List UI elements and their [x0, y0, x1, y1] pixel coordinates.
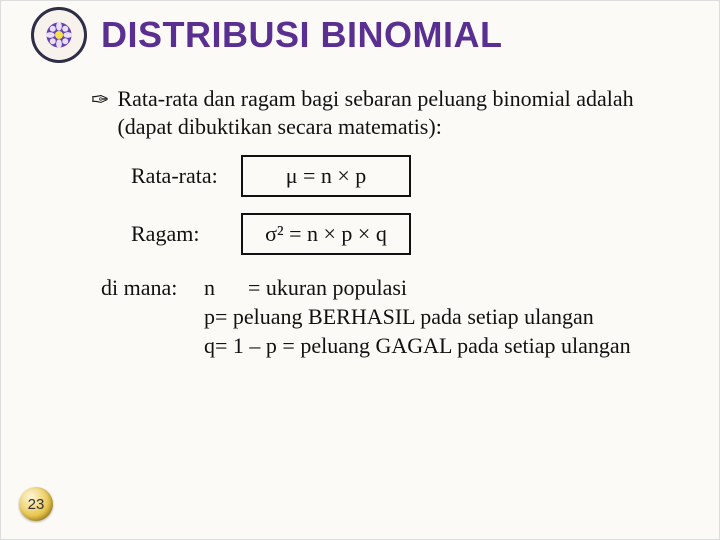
page-number-badge: 23 — [19, 487, 53, 521]
slide-title: DISTRIBUSI BINOMIAL — [101, 14, 503, 56]
bullet-icon: ✑ — [91, 86, 109, 114]
def-line: q= 1 – p = peluang GAGAL pada setiap ula… — [204, 331, 659, 360]
formula-label: Rata-rata: — [131, 163, 241, 189]
formula-box: μ = n × p — [241, 155, 411, 197]
page-number: 23 — [28, 496, 45, 513]
definitions-block: di mana: n = ukuran populasi p= peluang … — [101, 273, 659, 360]
formula-row-variance: Ragam: σ² = n × p × q — [131, 213, 659, 255]
slide-header: DISTRIBUSI BINOMIAL — [31, 7, 689, 63]
bullet-item: ✑ Rata-rata dan ragam bagi sebaran pelua… — [91, 85, 659, 141]
institution-logo — [31, 7, 87, 63]
lead-text: Rata-rata dan ragam bagi sebaran peluang… — [117, 85, 659, 141]
formula-label: Ragam: — [131, 221, 241, 247]
formula-row-mean: Rata-rata: μ = n × p — [131, 155, 659, 197]
flower-icon — [44, 20, 74, 50]
defs-intro: di mana: — [101, 273, 196, 302]
def-line: p= peluang BERHASIL pada setiap ulangan — [204, 302, 659, 331]
formula-box: σ² = n × p × q — [241, 213, 411, 255]
def-line: n = ukuran populasi — [204, 273, 659, 302]
slide-body: ✑ Rata-rata dan ragam bagi sebaran pelua… — [91, 85, 659, 360]
